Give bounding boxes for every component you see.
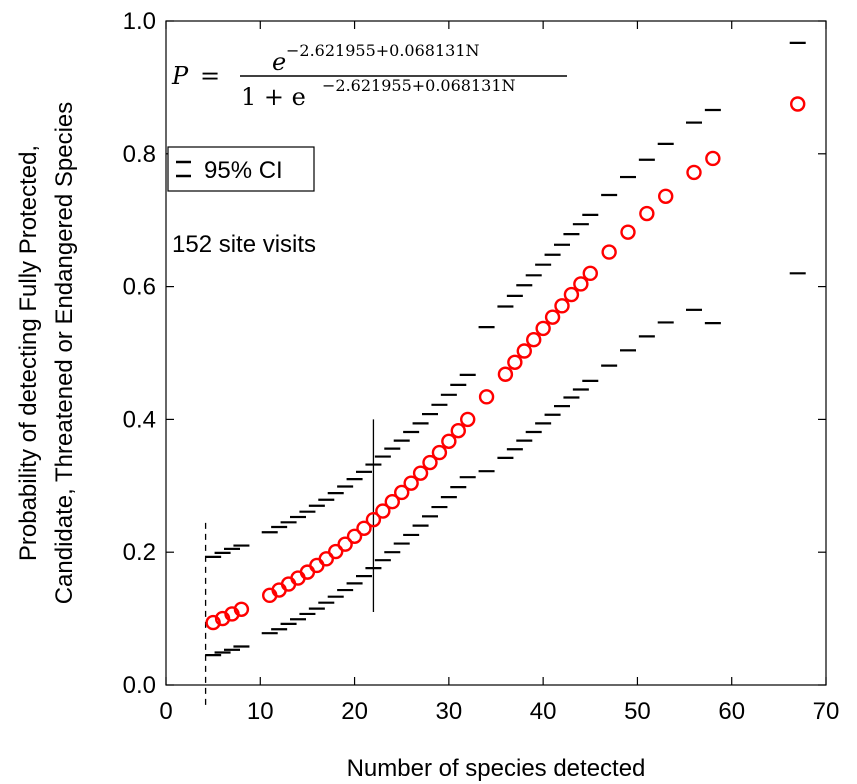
estimate-point <box>554 298 570 314</box>
formula-numerator-base: e <box>272 48 286 76</box>
estimate-point <box>573 276 589 292</box>
y-tick-label: 0.2 <box>123 539 156 566</box>
estimate-point <box>639 205 655 222</box>
formula-equals: = <box>200 62 220 90</box>
x-tick-label: 20 <box>341 698 368 725</box>
estimate-point <box>233 601 250 618</box>
estimate-point <box>205 614 221 631</box>
x-tick-label: 40 <box>530 698 557 725</box>
estimate-point <box>601 244 617 260</box>
y-axis-label-line1: Probability of detecting Fully Protected… <box>15 145 42 561</box>
tick-labels: 0 10 20 30 40 50 60 70 0.0 0.2 0.4 0.6 0.8 1.0 <box>123 8 840 725</box>
estimate-point <box>526 332 542 348</box>
estimate-point <box>535 320 551 337</box>
estimate-point <box>375 503 391 519</box>
estimate-point <box>582 265 598 282</box>
x-tick-label: 30 <box>436 698 463 725</box>
estimate-point <box>620 224 636 240</box>
y-tick-label: 0.4 <box>123 406 156 433</box>
estimate-point <box>384 494 400 510</box>
y-tick-label: 1.0 <box>123 8 156 35</box>
formula-denominator-exponent: −2.621955+0.068131N <box>322 76 516 95</box>
estimate-point <box>394 484 410 501</box>
confidence-interval-marks <box>205 41 806 657</box>
formula: P = e −2.621955+0.068131N 1 + e −2.62195… <box>171 41 567 111</box>
y-tick-label: 0.0 <box>123 672 156 699</box>
estimate-point <box>337 536 353 552</box>
estimate-points <box>205 96 806 631</box>
estimate-point <box>290 570 306 586</box>
estimate-point <box>686 164 702 181</box>
x-axis-label: Number of species detected <box>347 755 646 782</box>
x-tick-label: 70 <box>813 698 840 725</box>
legend: 95% CI <box>167 146 315 192</box>
y-axis-label-line2: Candidate, Threatened or Endangered Spec… <box>51 102 78 605</box>
x-tick-label: 10 <box>247 698 274 725</box>
estimate-point <box>365 511 382 528</box>
estimate-point <box>478 389 495 405</box>
estimate-point <box>441 433 457 450</box>
estimate-point <box>497 366 514 382</box>
estimate-point <box>563 286 580 303</box>
formula-denominator-prefix: 1 + e <box>241 83 306 111</box>
estimate-point <box>431 444 448 461</box>
legend-ci-label: 95% CI <box>204 157 283 184</box>
formula-p: P <box>171 62 189 90</box>
x-tick-label: 0 <box>159 698 172 725</box>
y-tick-label: 0.8 <box>123 141 156 168</box>
x-tick-label: 60 <box>718 698 745 725</box>
estimate-point <box>356 520 372 536</box>
site-visits-label: 152 site visits <box>172 231 316 258</box>
legend-box <box>167 146 315 192</box>
estimate-point <box>346 528 363 544</box>
estimate-point <box>280 576 297 592</box>
estimate-point <box>422 454 438 471</box>
estimate-point <box>658 188 674 204</box>
estimate-point <box>544 309 561 325</box>
estimate-point <box>516 343 532 359</box>
estimate-point <box>403 475 419 491</box>
estimate-point <box>705 150 721 167</box>
estimate-point <box>450 422 466 439</box>
estimate-point <box>507 354 523 370</box>
estimate-point <box>460 411 476 428</box>
x-tick-label: 50 <box>624 698 651 725</box>
estimate-point <box>328 543 344 560</box>
formula-numerator-exponent: −2.621955+0.068131N <box>286 41 480 60</box>
plot-frame <box>165 20 827 686</box>
estimate-point <box>790 96 806 112</box>
y-tick-label: 0.6 <box>123 274 156 301</box>
estimate-point <box>318 551 334 567</box>
vertical-lines <box>204 419 375 705</box>
tick-group <box>165 20 827 686</box>
estimate-point <box>412 465 429 481</box>
